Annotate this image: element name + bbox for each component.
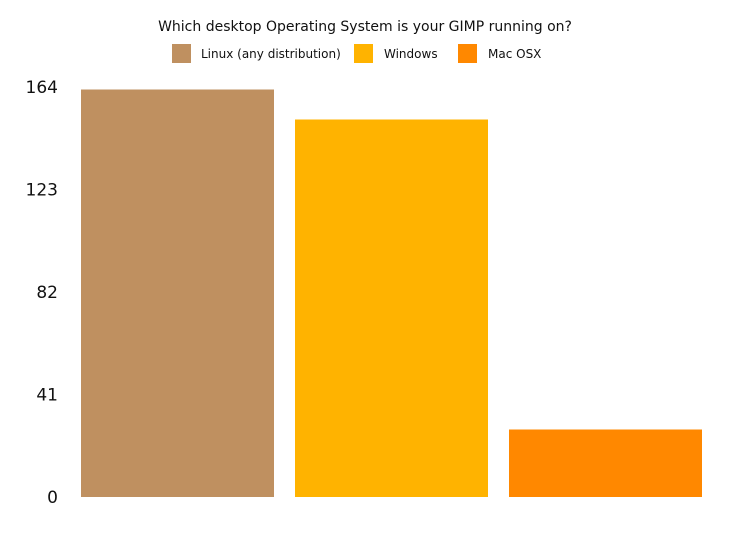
y-tick-label: 0 [47, 488, 58, 508]
y-tick-label: 41 [36, 386, 58, 406]
bar-linux-any-distribution [81, 89, 274, 497]
chart-title: Which desktop Operating System is your G… [158, 19, 572, 35]
y-axis: 0 41 82 123 164 [26, 78, 58, 508]
legend-swatch [172, 44, 191, 63]
y-tick-label: 123 [26, 181, 58, 201]
bar-windows [295, 119, 488, 497]
y-tick-label: 82 [36, 283, 58, 303]
legend: Linux (any distribution) Windows Mac OSX [172, 44, 541, 63]
y-tick-label: 164 [26, 78, 58, 98]
legend-swatch [458, 44, 477, 63]
legend-label: Linux (any distribution) [201, 47, 341, 61]
legend-swatch [354, 44, 373, 63]
legend-label: Windows [384, 47, 438, 61]
bars [81, 89, 702, 497]
bar-mac-osx [509, 429, 702, 497]
legend-label: Mac OSX [488, 47, 541, 61]
